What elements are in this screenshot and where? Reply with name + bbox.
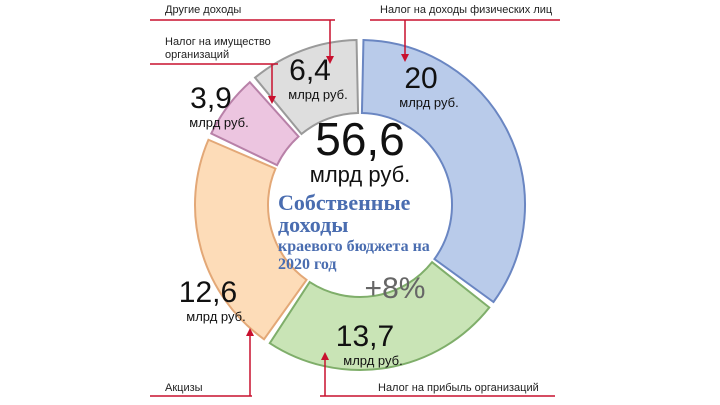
value-unit: млрд руб.: [399, 95, 459, 110]
category-label: Налог на имущество организаций: [165, 36, 271, 61]
donut-segment: [253, 39, 360, 136]
donut-segment: [268, 260, 491, 371]
donut-segment: [194, 138, 308, 341]
leader-lines: [150, 19, 560, 397]
value-unit: млрд руб.: [288, 87, 348, 102]
total-value: 56,6: [315, 113, 405, 165]
value-label: 6,4: [289, 54, 331, 87]
donut-segment: [360, 39, 526, 304]
value-label: 12,6: [178, 276, 238, 309]
value-unit: млрд руб.: [189, 115, 249, 130]
change: +8%: [365, 272, 426, 305]
donut-segment: [209, 80, 300, 167]
category-label: Налог на прибыль организаций: [378, 382, 539, 394]
category-label: Другие доходы: [165, 4, 242, 16]
category-label: Акцизы: [165, 382, 203, 394]
category-label: Налог на доходы физических лиц: [380, 4, 553, 16]
value-unit: млрд руб.: [343, 353, 403, 368]
title: Собственные доходы: [278, 190, 411, 237]
value-label: 3,9: [190, 82, 232, 115]
value-label: 20: [404, 62, 438, 95]
value-label: 13,7: [335, 320, 395, 353]
value-unit: млрд руб.: [186, 309, 246, 324]
total-unit: млрд руб.: [310, 162, 411, 187]
subtitle: краевого бюджета на 2020 год: [278, 238, 430, 273]
center-hole: [272, 117, 448, 293]
